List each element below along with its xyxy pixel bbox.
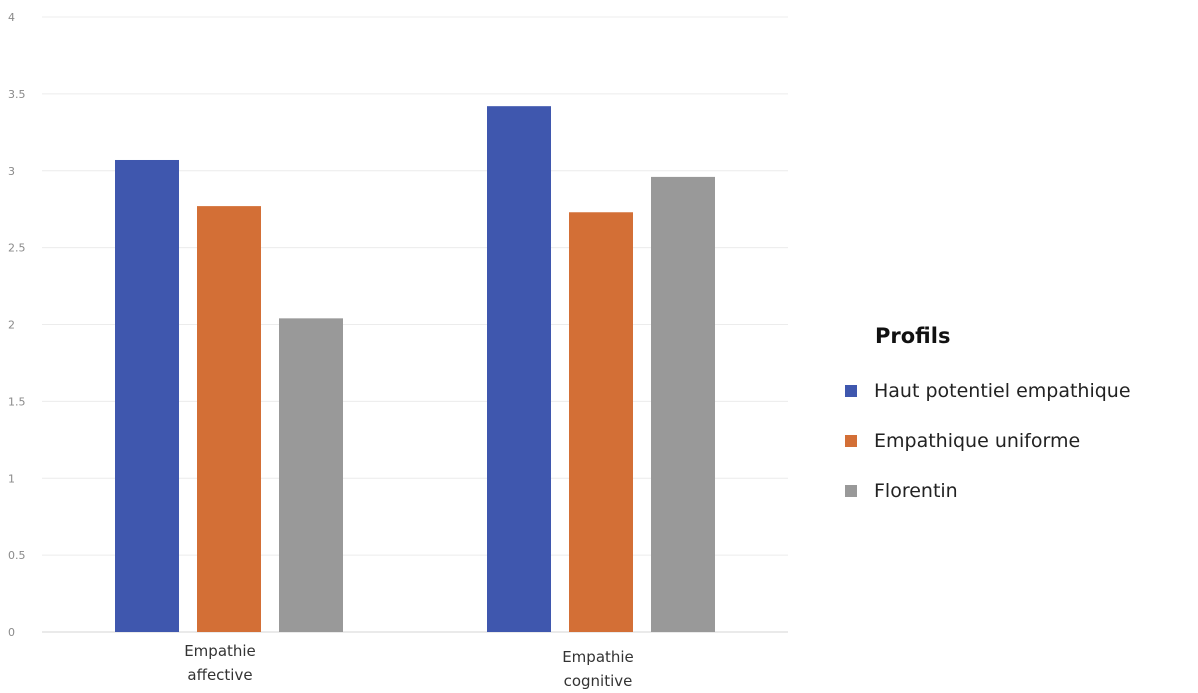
y-tick-label: 2.5 <box>8 242 26 255</box>
bars <box>115 106 715 633</box>
y-tick-label: 1 <box>8 472 15 485</box>
legend: Profils Haut potentiel empathique Empath… <box>845 318 1131 504</box>
legend-item-florentin: Florentin <box>845 478 1131 504</box>
bar <box>279 318 343 632</box>
y-tick-label: 2 <box>8 319 15 332</box>
legend-item-empathique-uniforme: Empathique uniforme <box>845 428 1131 454</box>
y-tick-label: 3 <box>8 165 15 178</box>
bar <box>651 176 715 632</box>
bar <box>569 212 633 632</box>
x-axis-categories: Empathie affective Empathie cognitive <box>184 642 634 690</box>
y-tick-label: 0 <box>8 626 15 639</box>
x-category-label: Empathie cognitive <box>562 648 634 690</box>
y-tick-label: 4 <box>8 11 15 24</box>
y-tick-label: 1.5 <box>8 395 26 408</box>
x-category-label: Empathie affective <box>184 642 256 684</box>
bar <box>487 106 551 633</box>
bar <box>115 159 179 633</box>
bar <box>197 206 261 633</box>
y-tick-label: 3.5 <box>8 88 26 101</box>
y-axis-ticks: 0 0.5 1 1.5 2 2.5 3 3.5 4 <box>8 11 26 639</box>
legend-title: Profils <box>875 324 951 348</box>
legend-swatch <box>845 385 857 397</box>
legend-label: Florentin <box>874 480 958 502</box>
legend-item-haut-potentiel: Haut potentiel empathique <box>845 378 1131 404</box>
legend-swatch <box>845 485 857 497</box>
y-tick-label: 0.5 <box>8 549 26 562</box>
legend-label: Empathique uniforme <box>874 430 1081 452</box>
legend-swatch <box>845 435 857 447</box>
legend-label: Haut potentiel empathique <box>874 380 1131 402</box>
